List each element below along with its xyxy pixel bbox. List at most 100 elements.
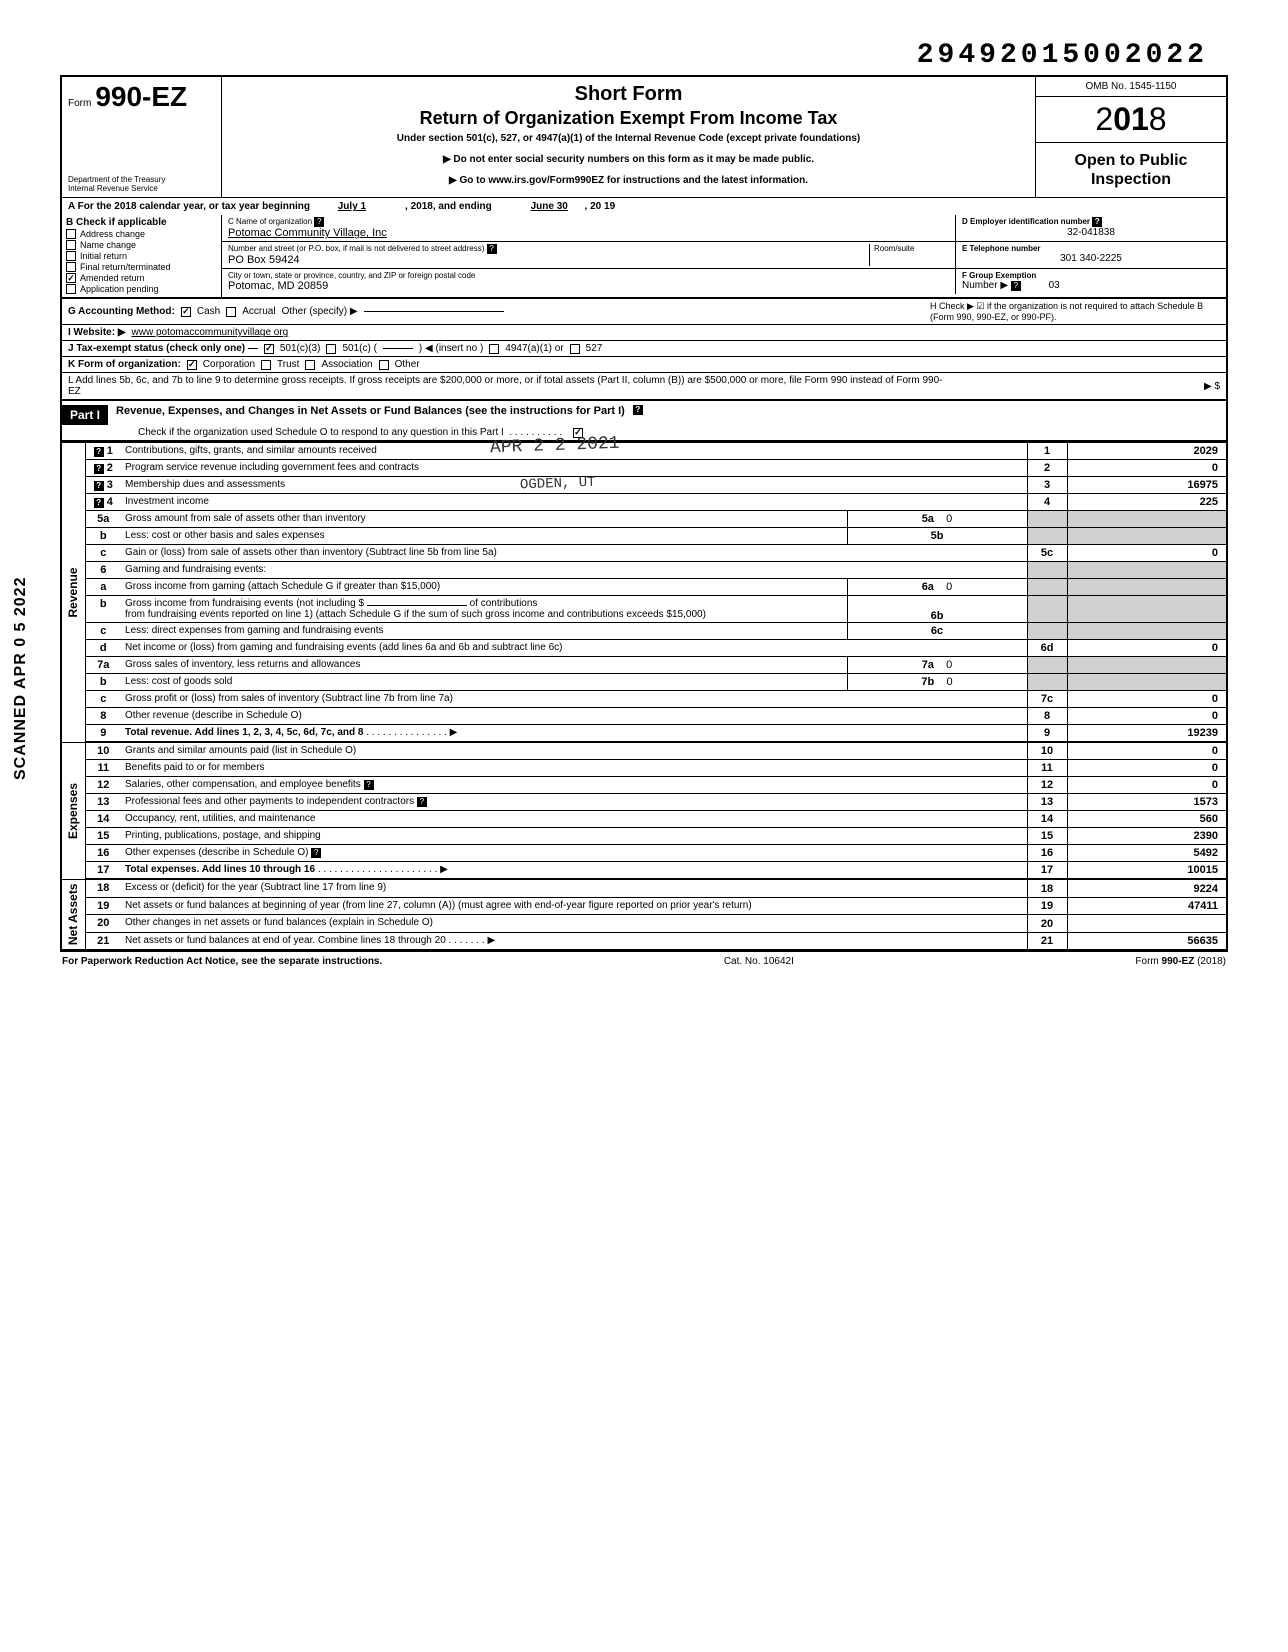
cb-initial-return[interactable]: Initial return	[66, 251, 217, 261]
c-name-label: C Name of organization	[228, 217, 312, 226]
j-label: J Tax-exempt status (check only one) —	[68, 343, 258, 354]
line-5c-desc: Gain or (loss) from sale of assets other…	[121, 545, 1027, 562]
line-1-box: 1	[1027, 443, 1067, 460]
cb-address-change[interactable]: Address change	[66, 229, 217, 239]
line-2-desc: Program service revenue including govern…	[121, 460, 1027, 477]
help-icon[interactable]: ?	[94, 464, 104, 474]
help-icon[interactable]: ?	[364, 780, 374, 790]
cb-application-pending[interactable]: Application pending	[66, 284, 217, 294]
meta-block: G Accounting Method: ✓Cash Accrual Other…	[60, 299, 1228, 401]
cb-corp[interactable]: ✓	[187, 360, 197, 370]
cb-527[interactable]	[570, 344, 580, 354]
help-icon[interactable]: ?	[94, 447, 104, 457]
cb-trust[interactable]	[261, 360, 271, 370]
cb-501c[interactable]	[326, 344, 336, 354]
help-icon[interactable]: ?	[314, 217, 324, 227]
footer-left: For Paperwork Reduction Act Notice, see …	[62, 956, 382, 967]
checkbox-icon: ✓	[66, 273, 76, 283]
help-icon[interactable]: ?	[487, 244, 497, 254]
line-6d-amt: 0	[1067, 640, 1227, 657]
k-label: K Form of organization:	[68, 359, 181, 370]
cb-501c3[interactable]: ✓	[264, 344, 274, 354]
part1-badge: Part I	[62, 405, 108, 425]
shaded	[1067, 596, 1227, 623]
mid-6b: 6b	[931, 610, 944, 622]
i-value: www potomaccommunityvillage org	[132, 327, 289, 338]
ln: 16	[85, 845, 121, 862]
open-to-public: Open to Public Inspection	[1036, 143, 1226, 197]
line-15-box: 15	[1027, 828, 1067, 845]
d: of contributions	[470, 598, 538, 609]
line-13-box: 13	[1027, 794, 1067, 811]
cb-name-change[interactable]: Name change	[66, 240, 217, 250]
line-10-box: 10	[1027, 742, 1067, 760]
help-icon[interactable]: ?	[94, 498, 104, 508]
row-a-year: , 20 19	[585, 201, 616, 212]
ln: 21	[85, 932, 121, 950]
e-label: E Telephone number	[962, 244, 1220, 253]
line-6c-desc: Less: direct expenses from gaming and fu…	[121, 623, 847, 640]
h-text: H Check ▶ ☑ if the organization is not r…	[930, 301, 1220, 322]
line-16-amt: 5492	[1067, 845, 1227, 862]
line-11-box: 11	[1027, 760, 1067, 777]
address-value: PO Box 59424	[228, 254, 869, 266]
line-9-desc: Total revenue. Add lines 1, 2, 3, 4, 5c,…	[121, 725, 1027, 743]
ln: 15	[85, 828, 121, 845]
f-label: F Group Exemption	[962, 271, 1220, 280]
line-18-amt: 9224	[1067, 879, 1227, 897]
scanned-stamp: SCANNED APR 0 5 2022	[12, 577, 30, 780]
cb-final-return[interactable]: Final return/terminated	[66, 262, 217, 272]
tax-year: 2018	[1036, 97, 1226, 143]
help-icon[interactable]: ?	[417, 797, 427, 807]
line-7c-desc: Gross profit or (loss) from sales of inv…	[121, 691, 1027, 708]
ln: 11	[85, 760, 121, 777]
cb-accrual[interactable]	[226, 307, 236, 317]
checkbox-icon	[66, 240, 76, 250]
c-addr-label: Number and street (or P.O. box, if mail …	[228, 244, 484, 253]
line-2-amt: 0	[1067, 460, 1227, 477]
cb-4947[interactable]	[489, 344, 499, 354]
line-4-box: 4	[1027, 494, 1067, 511]
line-10-amt: 0	[1067, 742, 1227, 760]
warning-ssn: ▶ Do not enter social security numbers o…	[232, 154, 1025, 165]
help-icon[interactable]: ?	[94, 481, 104, 491]
ln: b	[85, 596, 121, 623]
d: Total expenses. Add lines 10 through 16	[125, 864, 315, 875]
line-7c-box: 7c	[1027, 691, 1067, 708]
cb-other[interactable]	[379, 360, 389, 370]
blank	[367, 605, 467, 606]
d: Other expenses (describe in Schedule O)	[125, 847, 308, 858]
line-19-amt: 47411	[1067, 897, 1227, 915]
city-value: Potomac, MD 20859	[228, 280, 949, 292]
help-icon[interactable]: ?	[1092, 217, 1102, 227]
cb-assoc[interactable]	[305, 360, 315, 370]
help-icon[interactable]: ?	[1011, 281, 1021, 291]
cb-cash[interactable]: ✓	[181, 307, 191, 317]
ln: 20	[85, 915, 121, 933]
line-6-desc: Gaming and fundraising events:	[121, 562, 1027, 579]
line-5a-desc: Gross amount from sale of assets other t…	[121, 511, 847, 528]
help-icon[interactable]: ?	[311, 848, 321, 858]
line-16-desc: Other expenses (describe in Schedule O) …	[121, 845, 1027, 862]
row-a-mid: , 2018, and ending	[405, 201, 492, 212]
line-7a-desc: Gross sales of inventory, less returns a…	[121, 657, 847, 674]
l-text: L Add lines 5b, 6c, and 7b to line 9 to …	[68, 375, 948, 397]
col-cd: C Name of organization ? Potomac Communi…	[222, 215, 1226, 297]
row-a-tax-year: A For the 2018 calendar year, or tax yea…	[60, 197, 1228, 215]
help-icon[interactable]: ?	[633, 405, 643, 415]
row-k: K Form of organization: ✓Corporation Tru…	[62, 357, 1226, 373]
j-insert-line	[383, 348, 413, 349]
line-21-box: 21	[1027, 932, 1067, 950]
cb-amended-return[interactable]: ✓Amended return	[66, 273, 217, 283]
line-17-box: 17	[1027, 862, 1067, 880]
header-left: Form 990-EZ Department of the Treasury I…	[62, 77, 222, 197]
line-3-amt: 16975	[1067, 477, 1227, 494]
line-19-box: 19	[1027, 897, 1067, 915]
j-501c: 501(c) (	[342, 343, 376, 354]
group-exemption-cell: F Group Exemption Number ▶ ? 03	[956, 269, 1226, 294]
ln: 18	[85, 879, 121, 897]
shaded	[1027, 596, 1067, 623]
ln: 3	[107, 479, 113, 491]
page-footer: For Paperwork Reduction Act Notice, see …	[60, 951, 1228, 971]
header-center: Short Form Return of Organization Exempt…	[222, 77, 1036, 197]
